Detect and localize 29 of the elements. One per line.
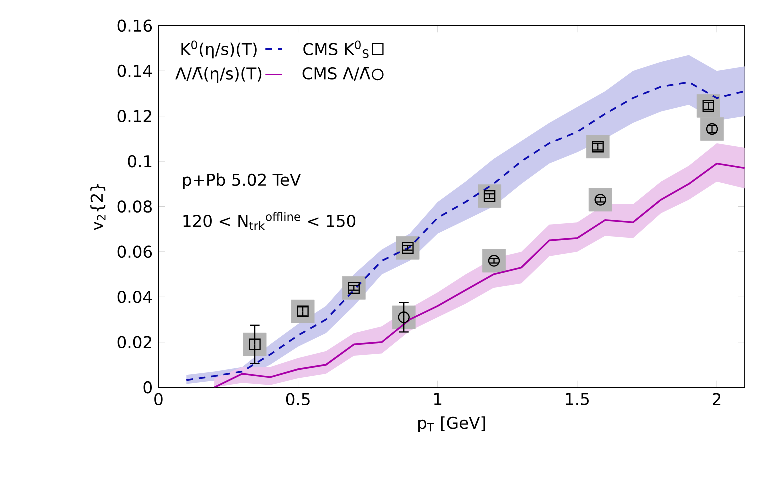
x-tick-label: 0 <box>154 393 163 406</box>
point <box>402 242 414 254</box>
legend-label: Λ/Λ̄(η/s)(T) <box>176 67 262 84</box>
point <box>398 312 410 324</box>
y-tick-label: 0 <box>144 382 152 394</box>
annotation: 120 < N$_{trk}$$^{offline}$ < 150 <box>184 212 356 230</box>
y-tick-label: 0.08 <box>118 200 152 214</box>
point <box>249 338 261 351</box>
x-axis-title: p$_{T}$ [GeV] <box>418 416 486 433</box>
y-tick-label: 0.06 <box>118 246 152 258</box>
point <box>594 194 606 206</box>
y-tick-label: 0.1 <box>128 156 152 168</box>
y-axis-title: v$_{2}${2} <box>90 184 106 231</box>
y-tick-label: 0.04 <box>118 291 152 304</box>
y-tick-label: 0.02 <box>118 336 152 349</box>
legend-label: CMS Λ/Λ̄ <box>302 68 371 82</box>
point <box>484 190 496 202</box>
legend-label: K$^{0}$(η/s)(T) <box>182 40 257 59</box>
x-tick-label: 1 <box>434 393 442 406</box>
y-tick-label: 0.14 <box>118 65 152 78</box>
y-tick-label: 0.16 <box>118 20 152 32</box>
point <box>488 255 500 267</box>
annotation: p+Pb 5.02 TeV <box>183 174 302 190</box>
point <box>348 282 360 294</box>
x-tick-label: 2 <box>713 393 721 406</box>
y-tick-label: 0.12 <box>118 110 152 123</box>
x-tick-label: 1.5 <box>566 393 589 406</box>
legend-label: CMS K$^{0}$S <box>304 40 369 58</box>
x-tick-label: 0.5 <box>286 393 310 406</box>
